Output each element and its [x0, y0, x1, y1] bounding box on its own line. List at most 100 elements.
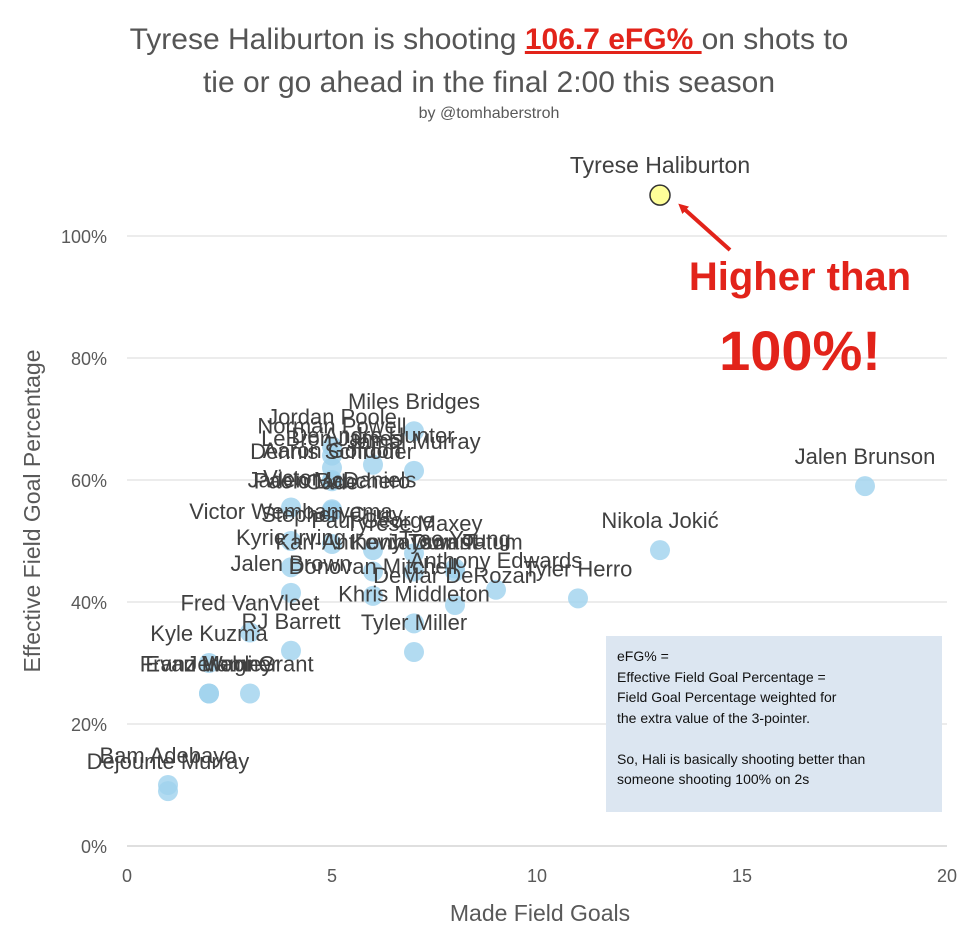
- point-label: Karl-Anthony Towns: [275, 530, 470, 555]
- data-point: [404, 642, 424, 663]
- point-label: Tyler Herro: [524, 556, 633, 581]
- point-label: LeBron James: [261, 426, 403, 451]
- point-label: Cade: [306, 470, 359, 495]
- data-point: [199, 653, 219, 673]
- x-tick-label: 10: [527, 866, 547, 886]
- point-label: Jayson Tatum: [387, 530, 522, 555]
- data-point: [404, 543, 424, 564]
- data-point: [486, 579, 506, 600]
- note-line: eFG% =: [617, 648, 669, 664]
- data-point: [363, 540, 383, 561]
- point-label: Miles Bridges: [348, 389, 480, 414]
- x-tick-label: 15: [732, 866, 752, 886]
- data-point: [363, 585, 383, 606]
- point-label: Jalen Brown: [230, 551, 351, 576]
- point-label: DeMar DeRozan: [373, 563, 537, 588]
- point-label: Victor Wembanyama: [189, 499, 393, 524]
- y-tick-label: 100%: [61, 227, 107, 247]
- data-point: [158, 781, 178, 802]
- data-point: [281, 582, 301, 603]
- y-tick-label: 40%: [71, 593, 107, 613]
- point-label: Tyler Miller: [361, 610, 467, 635]
- x-tick-label: 20: [937, 866, 957, 886]
- x-tick-label: 0: [122, 866, 132, 886]
- note-line: Field Goal Percentage weighted for: [617, 689, 837, 705]
- callout-arrow: [678, 203, 732, 252]
- y-axis-title: Effective Field Goal Percentage: [19, 349, 45, 672]
- data-point: [404, 561, 424, 582]
- point-label: Fred VanVleet: [180, 591, 319, 616]
- callout-line-2: 100%!: [719, 319, 881, 382]
- note-line: [617, 728, 931, 749]
- data-point: [404, 460, 424, 481]
- point-label: Kyrie Irving: [236, 525, 346, 550]
- point-label: Paolo Banchero: [254, 469, 411, 494]
- data-points: [158, 184, 875, 802]
- point-label: Trae Young: [399, 526, 511, 551]
- point-label: Donovan Mitchell: [289, 554, 458, 579]
- point-label: Anthony Edwards: [410, 548, 582, 573]
- point-label: Khris Middleton: [338, 581, 490, 606]
- callout-line-1: Higher than: [689, 255, 911, 299]
- note-line: someone shooting 100% on 2s: [617, 771, 810, 787]
- data-point: [445, 561, 465, 582]
- data-point: [322, 501, 342, 522]
- data-point: [445, 595, 465, 616]
- data-point: [568, 588, 588, 609]
- x-axis-title: Made Field Goals: [450, 900, 630, 926]
- data-point: [404, 613, 424, 634]
- note-line: Effective Field Goal Percentage =: [617, 668, 826, 685]
- point-label: Jaden McDaniels: [248, 467, 417, 492]
- point-label: Victor: [263, 465, 319, 490]
- title-line-1: Tyrese Haliburton is shooting 106.7 eFG%…: [0, 18, 978, 61]
- data-point: [281, 497, 301, 518]
- efg-note-box: eFG% = Effective Field Goal Percentage =…: [606, 636, 942, 812]
- point-label: Stephen Curry: [261, 502, 403, 527]
- point-label: Paul George: [311, 508, 435, 533]
- point-label: Tyrese Maxey: [346, 511, 483, 536]
- byline: by @tomhaberstroh: [418, 105, 560, 122]
- data-point: [363, 454, 383, 475]
- data-point: [322, 470, 342, 490]
- point-label: Kyle Kuzma: [150, 621, 268, 646]
- y-tick-label: 20%: [71, 715, 107, 735]
- y-tick-label: 80%: [71, 349, 107, 369]
- point-label: Franz Wagner: [140, 652, 279, 677]
- data-point: [404, 421, 424, 442]
- point-label: Dennis Schroder: [250, 439, 414, 464]
- data-point: [199, 683, 219, 704]
- point-label: Bam Adebayo: [100, 743, 237, 768]
- point-label: Jerami Grant: [186, 652, 313, 677]
- data-point: [281, 557, 301, 578]
- title-text-after: on shots to: [701, 23, 849, 56]
- chart-title: Tyrese Haliburton is shooting 106.7 eFG%…: [0, 18, 978, 104]
- point-label: Jamal Murray: [347, 429, 480, 454]
- point-label: Evan Mobley: [145, 652, 272, 677]
- data-point: [855, 476, 875, 497]
- title-line-2: tie or go ahead in the final 2:00 this s…: [202, 66, 776, 99]
- point-label: Kevin Durant: [350, 530, 477, 555]
- point-label: De'Andre Hunter: [291, 423, 454, 448]
- point-label: Aaron Gordon: [263, 438, 401, 463]
- note-line: the extra value of the 3-pointer.: [617, 709, 811, 726]
- axes: 0% 20% 40% 60% 80% 100% 0 5 10 15 20: [61, 227, 957, 886]
- title-highlight-value: 106.7 eFG%: [524, 23, 702, 56]
- data-point: [240, 683, 260, 704]
- point-label: Dejounte Murray: [87, 749, 250, 774]
- data-point: [281, 531, 301, 551]
- title-text-before: Tyrese Haliburton is shooting: [129, 23, 525, 56]
- data-point: [281, 640, 301, 661]
- data-point: [363, 561, 383, 582]
- point-label: Tyrese Haliburton: [570, 152, 750, 178]
- x-tick-label: 5: [327, 866, 337, 886]
- point-labels: Tyrese Haliburton Jalen Brunson Nikola Jok…: [87, 152, 936, 774]
- point-label: Jordan Poole: [267, 404, 397, 429]
- y-tick-label: 0%: [81, 837, 107, 857]
- point-label: RJ Barrett: [241, 609, 340, 634]
- highlight-data-point: [649, 184, 671, 206]
- point-label: Nikola Jokić: [601, 508, 718, 533]
- note-line: So, Hali is basically shooting better th…: [617, 750, 866, 767]
- data-point: [240, 622, 260, 643]
- data-point: [322, 534, 342, 555]
